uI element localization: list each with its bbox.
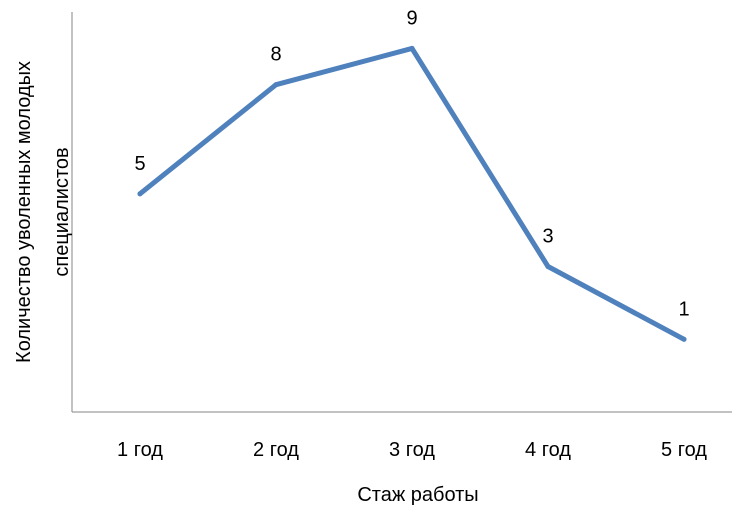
- x-tick-label-4: 4 год: [525, 439, 571, 461]
- data-point-1: [137, 191, 143, 197]
- data-label-1: 5: [134, 153, 145, 175]
- data-label-5: 1: [678, 298, 689, 320]
- x-axis-title: Стаж работы: [357, 484, 478, 506]
- data-label-3: 9: [406, 7, 417, 29]
- series-group: [137, 45, 687, 342]
- data-label-group: 5 8 9 3 1: [134, 7, 689, 320]
- y-axis-title-line-1: Количество уволенных молодых: [13, 61, 35, 363]
- data-point-4: [545, 264, 551, 270]
- data-point-5: [681, 336, 687, 342]
- x-tick-label-5: 5 год: [661, 439, 707, 461]
- data-label-2: 8: [270, 44, 281, 66]
- x-tick-label-2: 2 год: [253, 439, 299, 461]
- x-tick-group: 1 год 2 год 3 год 4 год 5 год: [117, 439, 707, 461]
- y-axis-title: Количество уволенных молодых специалисто…: [13, 61, 73, 363]
- data-point-2: [273, 82, 279, 88]
- data-point-3: [409, 45, 415, 51]
- data-label-4: 3: [542, 226, 553, 248]
- series-line: [137, 45, 687, 342]
- x-tick-label-3: 3 год: [389, 439, 435, 461]
- x-tick-label-1: 1 год: [117, 439, 163, 461]
- y-axis-title-line-2: специалистов: [51, 147, 73, 276]
